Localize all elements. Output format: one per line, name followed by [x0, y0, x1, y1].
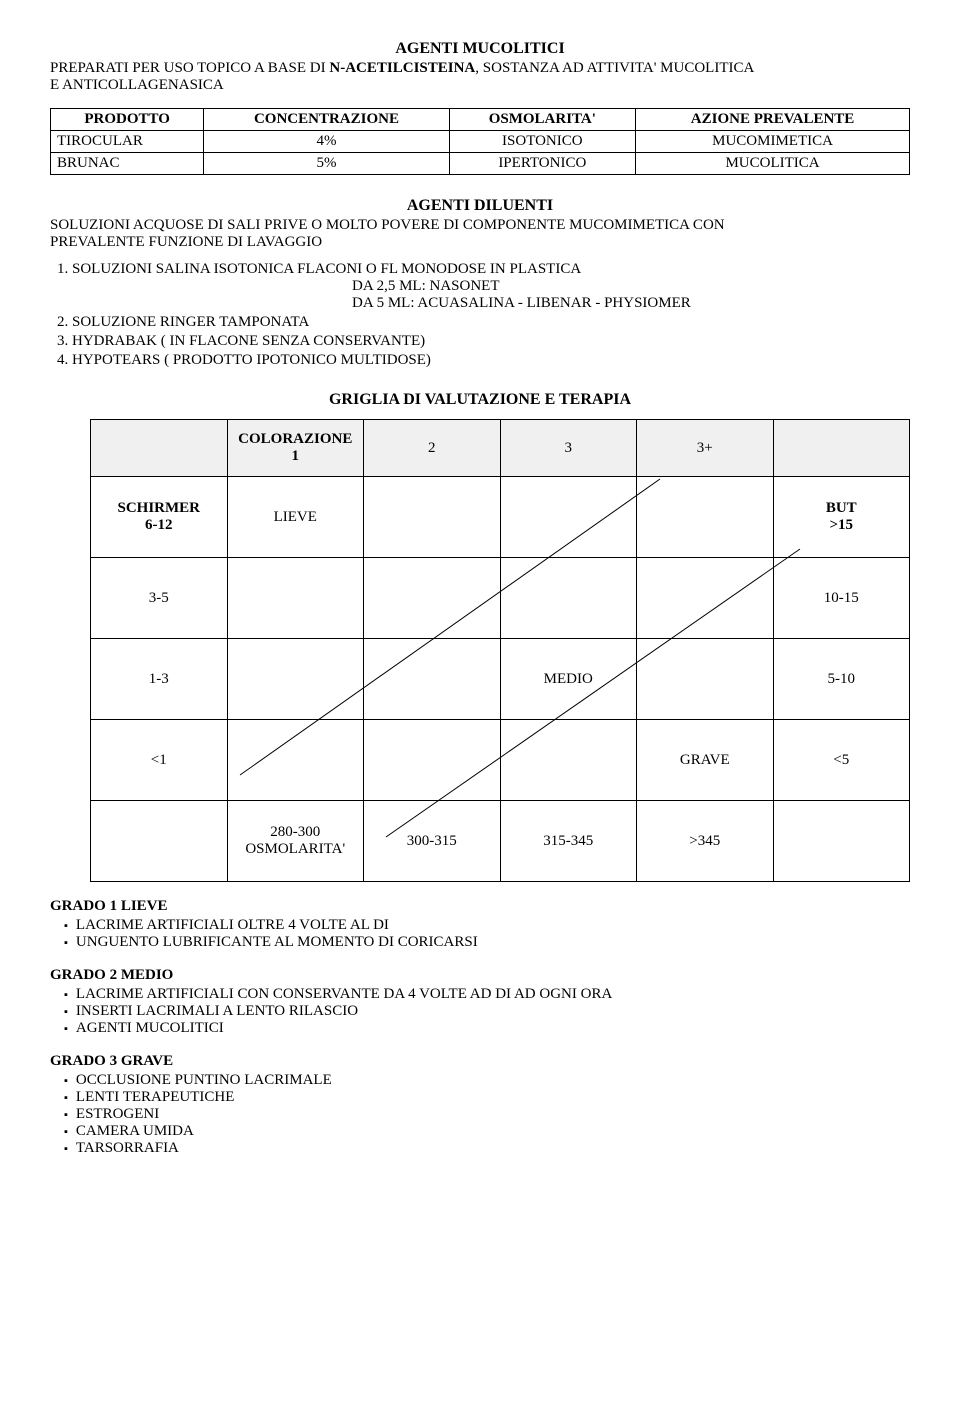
list-item: LACRIME ARTIFICIALI OLTRE 4 VOLTE AL DI — [64, 917, 910, 934]
list-item: ESTROGENI — [64, 1106, 910, 1123]
list-item: CAMERA UMIDA — [64, 1123, 910, 1140]
sub-pre: PREPARATI PER USO TOPICO A BASE DI — [50, 60, 329, 76]
grado2-list: LACRIME ARTIFICIALI CON CONSERVANTE DA 4… — [50, 986, 910, 1037]
grid-hdr — [91, 420, 228, 477]
section1-title: AGENTI MUCOLITICI — [50, 40, 910, 58]
section1-subtitle: PREPARATI PER USO TOPICO A BASE DI N-ACE… — [50, 60, 910, 77]
grid-cell — [227, 720, 364, 801]
grid-hdr: COLORAZIONE 1 — [227, 420, 364, 477]
hdr-prodotto: PRODOTTO — [51, 109, 204, 131]
item-main: SOLUZIONI SALINA ISOTONICA FLACONI O FL … — [72, 261, 581, 277]
cell: TIROCULAR — [51, 131, 204, 153]
section2-title: AGENTI DILUENTI — [50, 197, 910, 215]
item-sub1: DA 2,5 ML: NASONET — [72, 278, 910, 295]
list-item: SOLUZIONI SALINA ISOTONICA FLACONI O FL … — [72, 261, 910, 312]
diluenti-list: SOLUZIONI SALINA ISOTONICA FLACONI O FL … — [50, 261, 910, 369]
grid-cell: 300-315 — [364, 801, 501, 882]
section3-title: GRIGLIA DI VALUTAZIONE E TERAPIA — [50, 391, 910, 409]
grid-cell — [364, 639, 501, 720]
section1-subtitle-line2: E ANTICOLLAGENASICA — [50, 77, 910, 94]
list-item: AGENTI MUCOLITICI — [64, 1020, 910, 1037]
list-item: OCCLUSIONE PUNTINO LACRIMALE — [64, 1072, 910, 1089]
cell: BRUNAC — [51, 153, 204, 175]
grid-cell: <5 — [773, 720, 910, 801]
sub-bold: N-ACETILCISTEINA — [329, 60, 475, 76]
grid-cell: <1 — [91, 720, 228, 801]
grid-cell — [227, 639, 364, 720]
grid-hdr: 3 — [500, 420, 637, 477]
grid-hdr — [773, 420, 910, 477]
sub-post: , SOSTANZA AD ATTIVITA' MUCOLITICA — [475, 60, 754, 76]
list-item: LENTI TERAPEUTICHE — [64, 1089, 910, 1106]
list-item: HYPOTEARS ( PRODOTTO IPOTONICO MULTIDOSE… — [72, 352, 910, 369]
grid-cell: SCHIRMER 6-12 — [91, 477, 228, 558]
list-item: SOLUZIONE RINGER TAMPONATA — [72, 314, 910, 331]
grid-cell — [637, 477, 774, 558]
grid-cell: 10-15 — [773, 558, 910, 639]
grid-cell — [773, 801, 910, 882]
mucolitici-table: PRODOTTO CONCENTRAZIONE OSMOLARITA' AZIO… — [50, 108, 910, 175]
grado2-title: GRADO 2 MEDIO — [50, 967, 910, 984]
grado3-list: OCCLUSIONE PUNTINO LACRIMALE LENTI TERAP… — [50, 1072, 910, 1157]
grid-cell: 280-300 OSMOLARITA' — [227, 801, 364, 882]
grid-cell — [637, 558, 774, 639]
section2-desc2: PREVALENTE FUNZIONE DI LAVAGGIO — [50, 234, 910, 251]
grid-cell — [637, 639, 774, 720]
hdr-azione: AZIONE PREVALENTE — [636, 109, 910, 131]
list-item: INSERTI LACRIMALI A LENTO RILASCIO — [64, 1003, 910, 1020]
hdr-osmolarita: OSMOLARITA' — [449, 109, 636, 131]
item-sub2: DA 5 ML: ACUASALINA - LIBENAR - PHYSIOME… — [72, 295, 910, 312]
grid-cell — [227, 558, 364, 639]
section2-desc1: SOLUZIONI ACQUOSE DI SALI PRIVE O MOLTO … — [50, 217, 910, 234]
cell: ISOTONICO — [449, 131, 636, 153]
grid-hdr: 2 — [364, 420, 501, 477]
grid-cell: 315-345 — [500, 801, 637, 882]
grid-cell: LIEVE — [227, 477, 364, 558]
grid-cell — [364, 477, 501, 558]
grado3-title: GRADO 3 GRAVE — [50, 1053, 910, 1070]
list-item: LACRIME ARTIFICIALI CON CONSERVANTE DA 4… — [64, 986, 910, 1003]
list-item: UNGUENTO LUBRIFICANTE AL MOMENTO DI CORI… — [64, 934, 910, 951]
grid-cell — [500, 558, 637, 639]
cell: IPERTONICO — [449, 153, 636, 175]
grid-cell — [500, 720, 637, 801]
grid-hdr: 3+ — [637, 420, 774, 477]
grid-cell — [364, 720, 501, 801]
list-item: HYDRABAK ( IN FLACONE SENZA CONSERVANTE) — [72, 333, 910, 350]
grid-cell: >345 — [637, 801, 774, 882]
cell: 4% — [204, 131, 449, 153]
grado1-title: GRADO 1 LIEVE — [50, 898, 910, 915]
valutazione-grid: COLORAZIONE 1 2 3 3+ SCHIRMER 6-12 LIEVE… — [90, 419, 910, 882]
grid-cell: 1-3 — [91, 639, 228, 720]
grid-cell: GRAVE — [637, 720, 774, 801]
cell: 5% — [204, 153, 449, 175]
grid-cell: MEDIO — [500, 639, 637, 720]
cell: MUCOLITICA — [636, 153, 910, 175]
grid-cell — [364, 558, 501, 639]
grid-cell: 3-5 — [91, 558, 228, 639]
grid-cell: 5-10 — [773, 639, 910, 720]
grado1-list: LACRIME ARTIFICIALI OLTRE 4 VOLTE AL DI … — [50, 917, 910, 951]
hdr-concentrazione: CONCENTRAZIONE — [204, 109, 449, 131]
list-item: TARSORRAFIA — [64, 1140, 910, 1157]
grid-cell — [500, 477, 637, 558]
cell: MUCOMIMETICA — [636, 131, 910, 153]
grid-cell: BUT >15 — [773, 477, 910, 558]
grid-cell — [91, 801, 228, 882]
